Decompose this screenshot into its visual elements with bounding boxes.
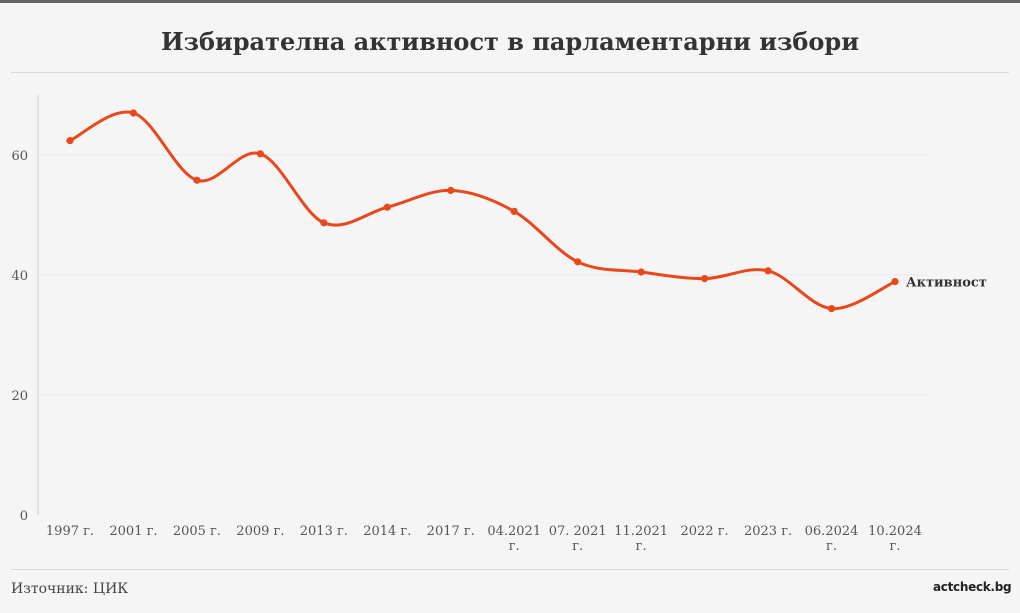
x-tick-label: 2001 г.: [109, 524, 157, 539]
y-tick-label: 40: [11, 269, 28, 284]
x-tick-label: 2005 г.: [173, 524, 221, 539]
y-tick-label: 0: [20, 509, 28, 524]
factcheck-logo: actcheck.bg: [932, 577, 1012, 597]
data-point: [383, 203, 391, 211]
title-divider: [11, 72, 1009, 73]
x-tick-label: 11.2021 г.: [614, 524, 668, 554]
data-point: [510, 207, 518, 215]
top-accent-bar: [0, 0, 1020, 3]
data-point: [256, 150, 264, 158]
x-tick-label: 2014 г.: [363, 524, 411, 539]
data-point: [637, 268, 645, 276]
series-line: [69, 110, 896, 311]
data-point: [129, 109, 138, 117]
footer-divider: [11, 569, 1009, 570]
x-tick-label: 10.2024 г.: [868, 524, 922, 554]
data-point: [574, 258, 582, 266]
x-tick-label: 2023 г.: [744, 524, 792, 539]
x-tick-label: 2009 г.: [236, 524, 284, 539]
source-note: Източник: ЦИК: [11, 581, 129, 597]
data-point: [827, 305, 836, 313]
data-point: [764, 267, 772, 275]
data-point: [701, 275, 709, 283]
data-point: [193, 176, 201, 184]
x-tick-label: 06.2024 г.: [805, 524, 859, 554]
x-tick-label: 1997 г.: [46, 524, 94, 539]
x-tick-label: 07. 2021 г.: [549, 524, 607, 554]
x-tick-label: 04.2021 г.: [487, 524, 541, 554]
x-tick-label: 2022 г.: [681, 524, 729, 539]
x-tick-label: 2017 г.: [427, 524, 475, 539]
factcheck-logo-text: actcheck.bg: [933, 580, 1012, 594]
line-chart: 0 20 40 60 1997 г. 2001 г. 2005 г. 2009 г. 2013 …: [11, 95, 987, 554]
x-tick-label: 2013 г.: [300, 524, 348, 539]
chart-title: Избирателна активност в парламентарни из…: [160, 27, 860, 56]
data-point: [447, 186, 455, 194]
y-tick-label: 60: [11, 149, 28, 164]
y-tick-label: 20: [11, 389, 28, 404]
data-point: [891, 278, 899, 286]
data-point: [66, 137, 74, 145]
series-label: Активност: [906, 276, 987, 291]
data-point: [320, 219, 328, 227]
